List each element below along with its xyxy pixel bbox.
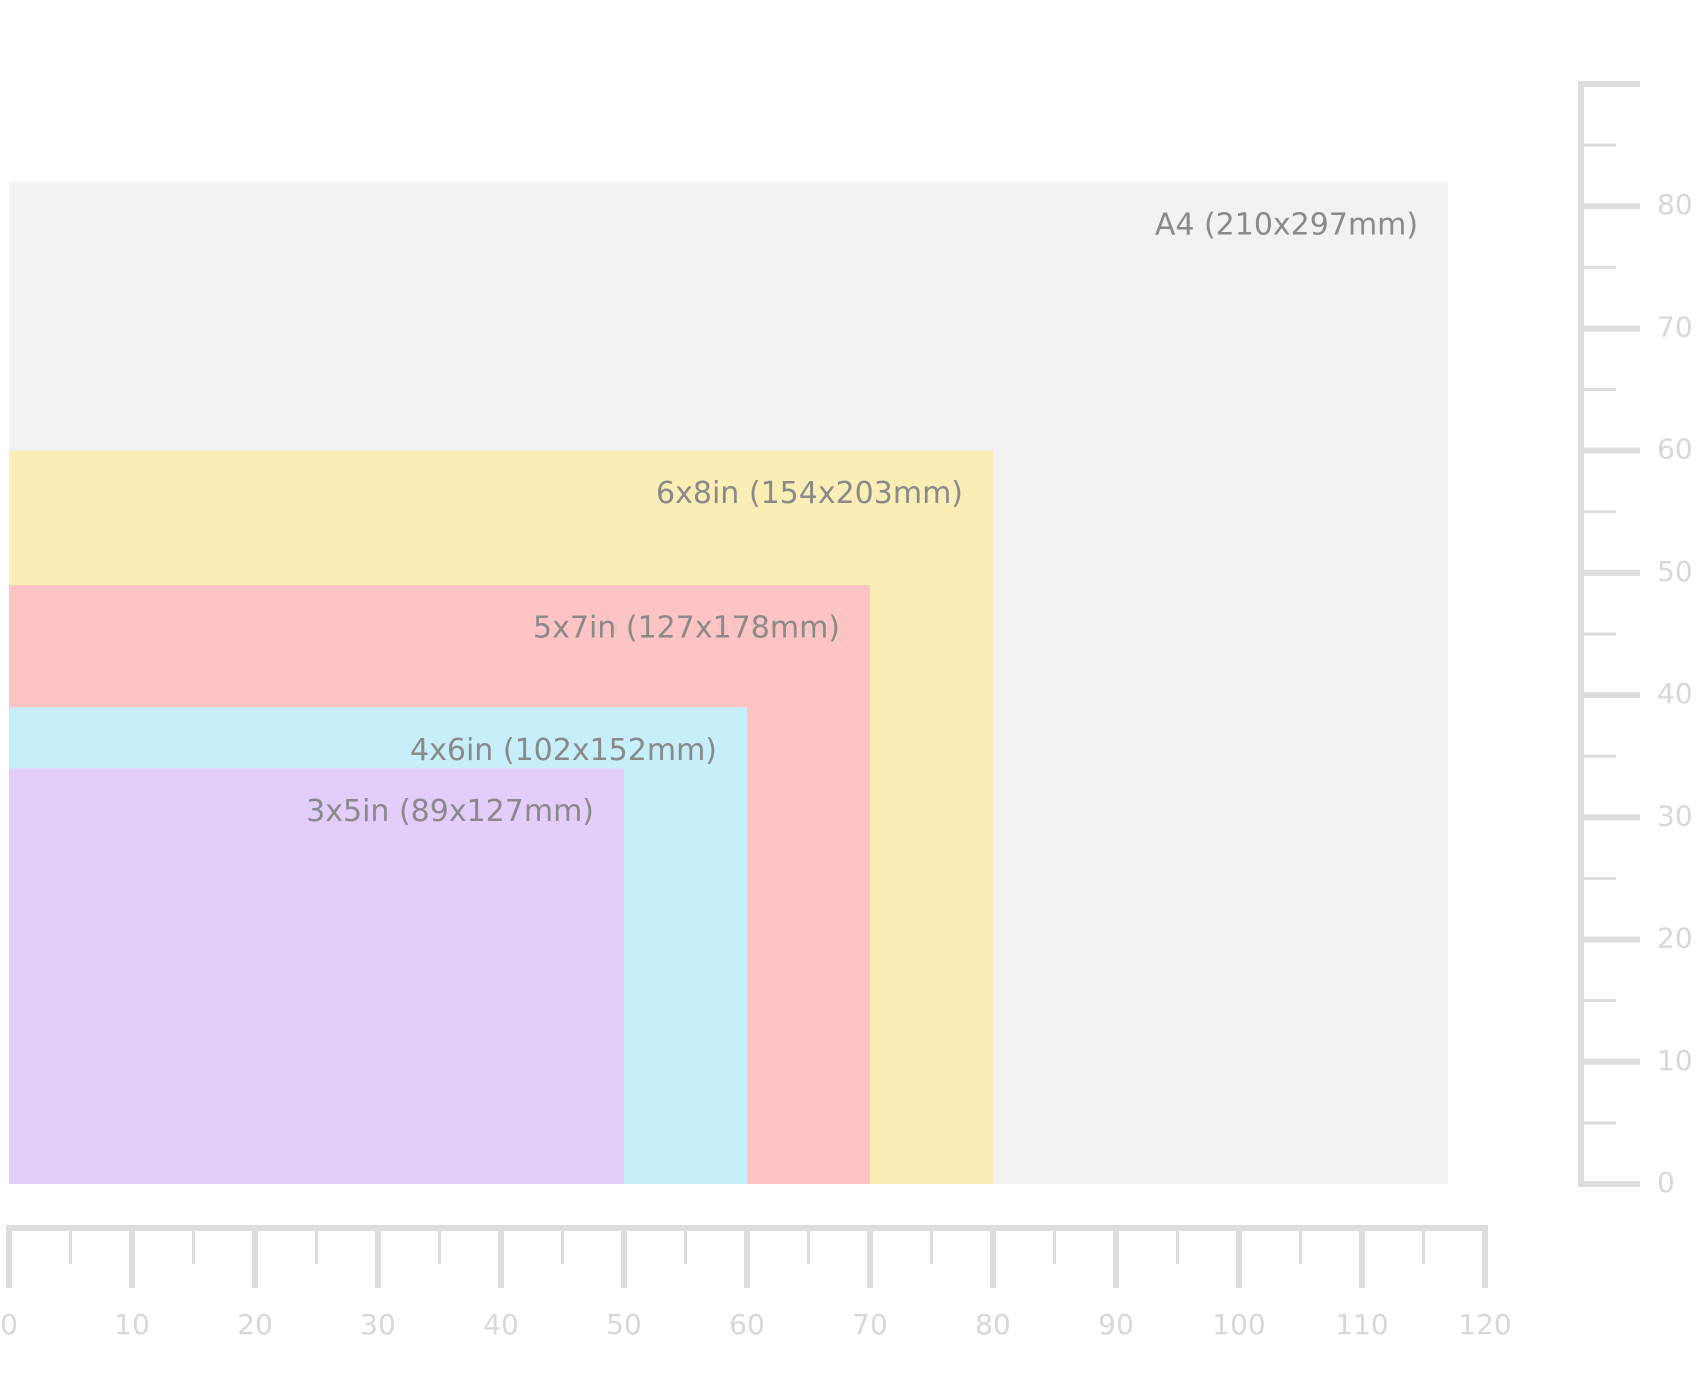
x-tick-label: 70 (852, 1308, 888, 1341)
x-tick-label: 100 (1212, 1308, 1265, 1341)
x-tick-label: 90 (1098, 1308, 1134, 1341)
x-tick-label: 80 (975, 1308, 1011, 1341)
y-tick-label: 80 (1657, 188, 1693, 221)
size-rect (9, 768, 624, 1184)
y-tick-label: 70 (1657, 310, 1693, 343)
x-tick-label: 20 (237, 1308, 273, 1341)
y-tick-label: 30 (1657, 799, 1693, 832)
y-tick-label: 50 (1657, 555, 1693, 588)
y-tick-label: 10 (1657, 1044, 1693, 1077)
x-tick-label: 40 (483, 1308, 519, 1341)
y-tick-label: 40 (1657, 677, 1693, 710)
x-tick-label: 110 (1335, 1308, 1388, 1341)
size-label: A4 (210x297mm) (1155, 207, 1418, 242)
size-label: 6x8in (154x203mm) (656, 476, 963, 511)
y-tick-label: 0 (1657, 1166, 1675, 1199)
x-tick-label: 120 (1458, 1308, 1511, 1341)
x-tick-label: 60 (729, 1308, 765, 1341)
size-label: 5x7in (127x178mm) (533, 611, 840, 646)
x-tick-label: 0 (0, 1308, 18, 1341)
x-tick-label: 10 (114, 1308, 150, 1341)
size-label: 4x6in (102x152mm) (410, 733, 717, 768)
y-tick-label: 20 (1657, 922, 1693, 955)
y-tick-label: 60 (1657, 433, 1693, 466)
size-label: 3x5in (89x127mm) (306, 794, 594, 829)
x-tick-label: 50 (606, 1308, 642, 1341)
x-tick-label: 30 (360, 1308, 396, 1341)
